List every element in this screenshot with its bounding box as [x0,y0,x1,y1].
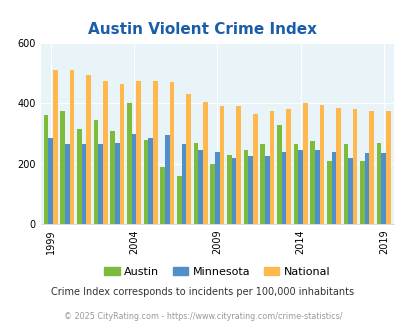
Bar [314,150,319,224]
Bar [86,75,91,224]
Bar [286,110,290,224]
Bar [77,129,81,224]
Bar [369,111,373,224]
Bar [148,138,153,224]
Bar [236,106,240,224]
Bar [302,103,307,224]
Text: © 2025 CityRating.com - https://www.cityrating.com/crime-statistics/: © 2025 CityRating.com - https://www.city… [64,312,341,321]
Bar [252,114,257,224]
Bar [186,94,190,224]
Bar [381,153,385,224]
Bar [385,111,390,224]
Bar [309,141,314,224]
Bar [343,144,347,224]
Text: Crime Index corresponds to incidents per 100,000 inhabitants: Crime Index corresponds to incidents per… [51,287,354,297]
Legend: Austin, Minnesota, National: Austin, Minnesota, National [100,263,334,281]
Bar [115,143,119,224]
Bar [269,111,273,224]
Bar [164,135,169,224]
Bar [202,102,207,224]
Bar [198,150,202,224]
Bar [143,140,148,224]
Bar [43,115,48,224]
Bar [243,150,247,224]
Bar [219,106,224,224]
Bar [319,105,323,224]
Bar [110,131,115,224]
Bar [347,158,352,224]
Bar [98,144,102,224]
Bar [93,120,98,224]
Bar [153,81,157,224]
Bar [193,143,198,224]
Bar [276,124,281,224]
Bar [127,103,131,224]
Bar [177,176,181,224]
Bar [136,81,141,224]
Bar [231,158,236,224]
Bar [260,144,264,224]
Bar [181,144,186,224]
Bar [119,84,124,224]
Bar [48,138,53,224]
Bar [226,155,231,224]
Bar [326,161,331,224]
Bar [65,144,69,224]
Bar [210,164,214,224]
Bar [331,152,335,224]
Bar [364,153,369,224]
Bar [81,144,86,224]
Bar [214,152,219,224]
Bar [131,134,136,224]
Bar [102,81,107,224]
Bar [264,156,269,224]
Bar [281,152,286,224]
Bar [69,70,74,224]
Bar [297,150,302,224]
Bar [376,143,381,224]
Bar [293,144,297,224]
Bar [335,108,340,224]
Bar [352,110,357,224]
Bar [247,156,252,224]
Bar [359,161,364,224]
Bar [160,167,164,224]
Bar [60,111,65,224]
Bar [53,70,58,224]
Text: Austin Violent Crime Index: Austin Violent Crime Index [88,22,317,37]
Bar [169,82,174,224]
